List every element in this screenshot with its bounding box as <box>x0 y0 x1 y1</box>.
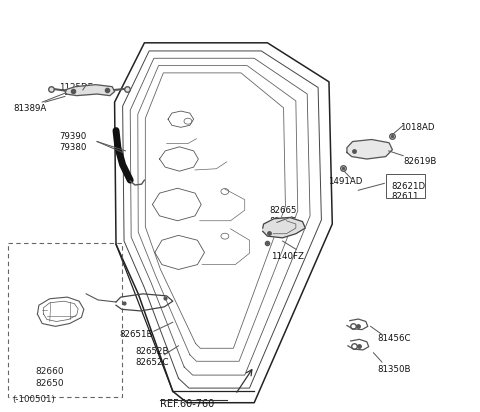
Text: 79390: 79390 <box>59 132 86 141</box>
Text: 82660: 82660 <box>36 367 64 376</box>
Text: 81389A: 81389A <box>14 104 47 113</box>
Text: 1140FZ: 1140FZ <box>271 253 304 262</box>
Text: 79380: 79380 <box>59 143 86 152</box>
Text: 82652B: 82652B <box>135 347 168 356</box>
Polygon shape <box>263 218 305 238</box>
Text: 1018AD: 1018AD <box>400 123 434 132</box>
Polygon shape <box>65 84 115 96</box>
Text: 1491AD: 1491AD <box>328 177 362 186</box>
Text: 82650: 82650 <box>36 379 64 388</box>
Text: REF.60-760: REF.60-760 <box>159 399 214 409</box>
Text: 81350B: 81350B <box>377 365 411 374</box>
Text: 82652C: 82652C <box>135 358 168 367</box>
Text: 82611: 82611 <box>391 192 419 201</box>
Text: 82651B: 82651B <box>120 330 153 339</box>
Text: 82619B: 82619B <box>403 157 437 166</box>
Text: 1125DE: 1125DE <box>59 84 93 92</box>
Polygon shape <box>347 140 392 159</box>
Bar <box>386 173 425 198</box>
Text: 82665: 82665 <box>269 206 297 215</box>
Text: 82621D: 82621D <box>391 182 426 191</box>
Bar <box>8 243 122 398</box>
Text: (-100501): (-100501) <box>12 395 55 404</box>
Text: 81456C: 81456C <box>377 335 411 344</box>
Text: 82655: 82655 <box>269 217 297 226</box>
